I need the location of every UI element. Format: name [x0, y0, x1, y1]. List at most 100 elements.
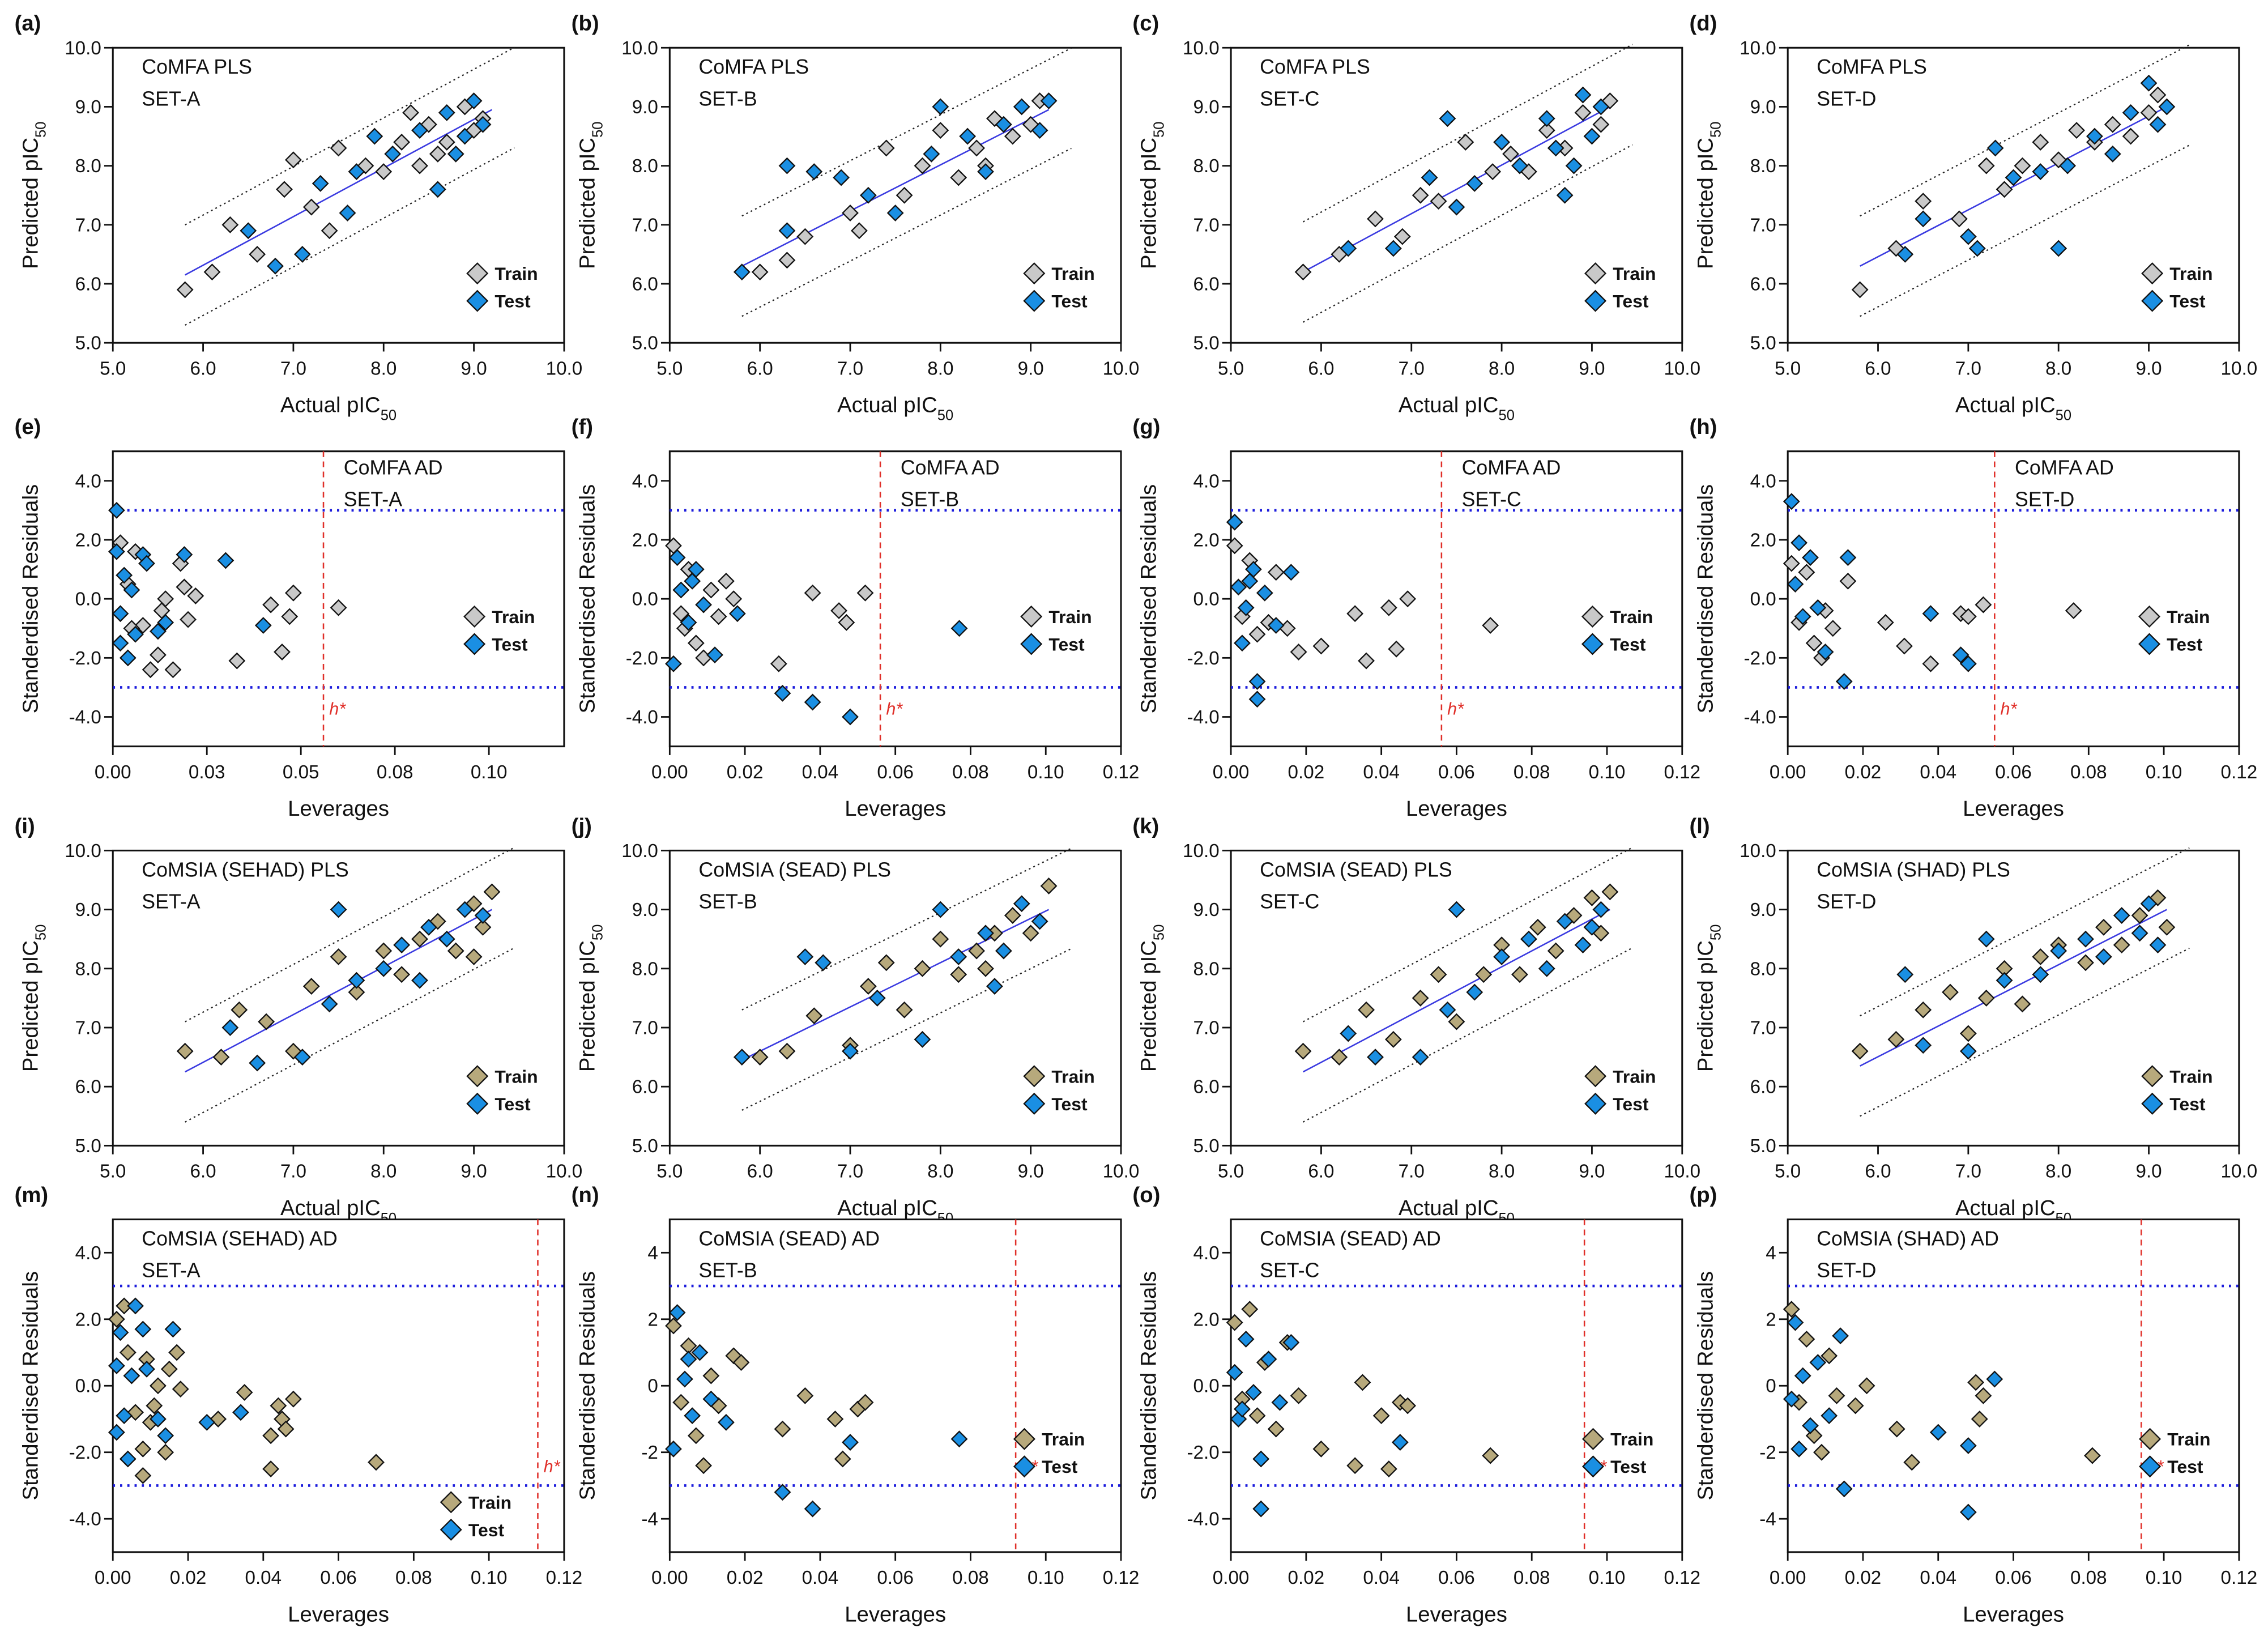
- train-point: [1967, 1374, 1985, 1391]
- x-tick-label: 5.0: [100, 1161, 126, 1182]
- legend-train-icon: [440, 1491, 462, 1514]
- test-point: [1391, 1434, 1409, 1451]
- y-tick-label: 8.0: [1193, 156, 1220, 177]
- test-point: [1809, 599, 1827, 616]
- panel-title: CoMFA PLS: [1260, 56, 1370, 78]
- train-point: [877, 954, 895, 972]
- y-axis-title-subscript: 50: [590, 924, 606, 940]
- train-point: [1887, 1030, 1905, 1048]
- train-point: [285, 584, 302, 602]
- train-point: [2077, 954, 2094, 972]
- y-axis-title-subscript: 50: [590, 122, 606, 138]
- x-tick-label: 0.04: [245, 1567, 282, 1588]
- test-point: [1787, 1314, 1804, 1331]
- train-point: [1412, 990, 1429, 1007]
- legend-test-label: Test: [1051, 1094, 1088, 1114]
- y-tick-label: 7.0: [1750, 1017, 1776, 1038]
- test-point: [438, 104, 455, 121]
- train-point: [321, 222, 338, 240]
- test-point: [977, 163, 994, 180]
- test-point: [157, 1427, 174, 1445]
- test-point: [1583, 918, 1601, 936]
- x-tick-label: 9.0: [1018, 358, 1044, 379]
- x-axis-title-text: Actual pIC: [1399, 393, 1499, 417]
- train-point: [375, 163, 393, 180]
- legend: Train Test: [2139, 1428, 2210, 1478]
- plot-frame: [112, 1219, 565, 1553]
- legend-train-icon: [1584, 1065, 1607, 1088]
- train-point: [796, 1387, 814, 1404]
- y-tick-label: 7.0: [632, 1017, 658, 1038]
- train-point: [2095, 918, 2112, 936]
- legend-train-icon: [1020, 605, 1043, 628]
- y-tick-label: -2.0: [69, 1442, 101, 1463]
- legend-test-icon: [1581, 633, 1604, 655]
- test-point: [1412, 1049, 1429, 1066]
- y-axis-title: Predicted pIC50: [18, 924, 49, 1072]
- x-tick-label: 0.05: [283, 762, 319, 783]
- y-tick-label: 10.0: [1183, 841, 1220, 862]
- x-tick-label: 10.0: [1103, 1161, 1140, 1182]
- test-point: [1556, 186, 1574, 204]
- x-tick-label: 8.0: [2045, 1161, 2071, 1182]
- test-point: [375, 960, 393, 977]
- x-tick-label: 8.0: [1489, 1161, 1515, 1182]
- panel-title: CoMFA AD: [2015, 457, 2114, 479]
- y-axis-title: Predicted pIC50: [1693, 122, 1724, 269]
- train-point: [1896, 637, 1913, 655]
- x-tick-label: 0.06: [877, 1567, 914, 1588]
- legend-test-icon: [463, 633, 486, 655]
- y-tick-label: 9.0: [75, 97, 101, 118]
- panel-k: (k) 5.0 6.0 7.0 8.0 9.0 10.0 5.0 6.0 7.0 8.0 9.0 10.…: [1132, 814, 1700, 1226]
- train-point: [262, 1460, 279, 1477]
- legend-train-icon: [466, 1065, 489, 1088]
- legend-test-icon: [1013, 1455, 1035, 1478]
- test-point: [1802, 1417, 1819, 1434]
- test-point: [1245, 1384, 1262, 1401]
- regression-line: [1860, 106, 2167, 267]
- y-tick-label: 10.0: [621, 38, 658, 59]
- legend: Train Test: [1584, 1065, 1656, 1115]
- train-point: [2050, 151, 2067, 169]
- x-tick-label: 0.04: [1920, 1567, 1956, 1588]
- legend-test-icon: [466, 289, 489, 312]
- test-point: [859, 186, 877, 204]
- train-point: [1290, 644, 1307, 661]
- train-point: [1828, 1387, 1845, 1404]
- test-point: [1574, 936, 1592, 954]
- train-point: [330, 139, 347, 157]
- train-point: [176, 281, 194, 299]
- train-point: [2065, 602, 2082, 619]
- test-point: [676, 1370, 693, 1388]
- test-point: [267, 257, 284, 275]
- test-point: [1439, 110, 1456, 127]
- test-point: [249, 1054, 266, 1072]
- legend-train-label: Train: [468, 1492, 511, 1513]
- train-point: [774, 1420, 791, 1438]
- y-tick-label: 6.0: [1750, 274, 1776, 295]
- plot-frame: [668, 849, 1122, 1147]
- legend-test-icon: [1584, 1092, 1607, 1115]
- train-point: [411, 157, 428, 174]
- train-point: [1267, 564, 1285, 581]
- test-point: [733, 1049, 751, 1066]
- x-tick-label: 10.0: [1664, 1161, 1700, 1182]
- y-axis-title: Predicted pIC50: [575, 924, 606, 1072]
- legend-test-icon: [2141, 289, 2164, 312]
- x-tick-label: 5.0: [656, 358, 683, 379]
- x-tick-label: 6.0: [190, 1161, 216, 1182]
- train-point: [751, 263, 769, 281]
- test-point: [995, 942, 1012, 960]
- panel-label: (i): [15, 814, 35, 838]
- legend-test-label: Test: [494, 1094, 531, 1114]
- legend-train-label: Train: [1613, 263, 1656, 284]
- train-point: [160, 1360, 178, 1378]
- legend-test-icon: [466, 1092, 489, 1115]
- train-point: [826, 1411, 844, 1428]
- y-axis-title: Standerdised Residuals: [1693, 1271, 1717, 1501]
- test-point: [108, 1357, 125, 1374]
- train-point: [1004, 127, 1021, 145]
- y-axis-title: Standerdised Residuals: [1136, 1271, 1161, 1501]
- legend-test-icon: [2138, 633, 2161, 655]
- legend-train-label: Train: [2167, 607, 2210, 627]
